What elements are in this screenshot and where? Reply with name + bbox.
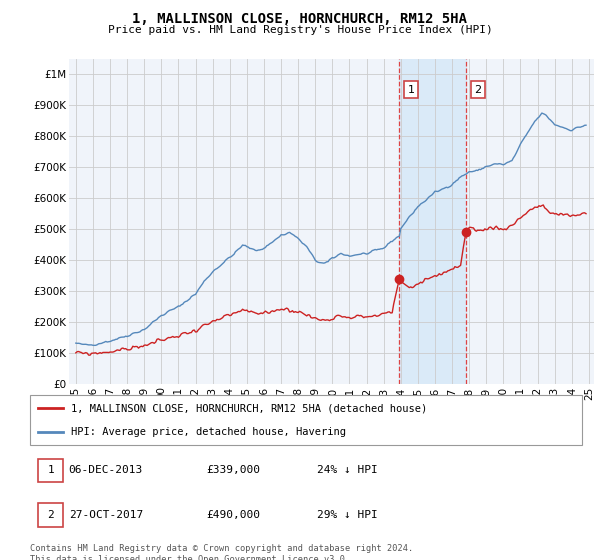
Text: 24% ↓ HPI: 24% ↓ HPI <box>317 465 378 475</box>
FancyBboxPatch shape <box>30 395 582 445</box>
Text: 1: 1 <box>408 85 415 95</box>
Bar <box>400 59 466 384</box>
Text: Price paid vs. HM Land Registry's House Price Index (HPI): Price paid vs. HM Land Registry's House … <box>107 25 493 35</box>
Text: 1, MALLINSON CLOSE, HORNCHURCH, RM12 5HA: 1, MALLINSON CLOSE, HORNCHURCH, RM12 5HA <box>133 12 467 26</box>
Text: £339,000: £339,000 <box>206 465 260 475</box>
Text: Contains HM Land Registry data © Crown copyright and database right 2024.
This d: Contains HM Land Registry data © Crown c… <box>30 544 413 560</box>
Text: 06-DEC-2013: 06-DEC-2013 <box>68 465 143 475</box>
Text: 2: 2 <box>47 510 54 520</box>
Text: 1, MALLINSON CLOSE, HORNCHURCH, RM12 5HA (detached house): 1, MALLINSON CLOSE, HORNCHURCH, RM12 5HA… <box>71 403 428 413</box>
Text: 27-OCT-2017: 27-OCT-2017 <box>68 510 143 520</box>
Text: £490,000: £490,000 <box>206 510 260 520</box>
Text: 1: 1 <box>47 465 54 475</box>
Text: 29% ↓ HPI: 29% ↓ HPI <box>317 510 378 520</box>
Text: HPI: Average price, detached house, Havering: HPI: Average price, detached house, Have… <box>71 427 346 437</box>
Text: 2: 2 <box>475 85 482 95</box>
